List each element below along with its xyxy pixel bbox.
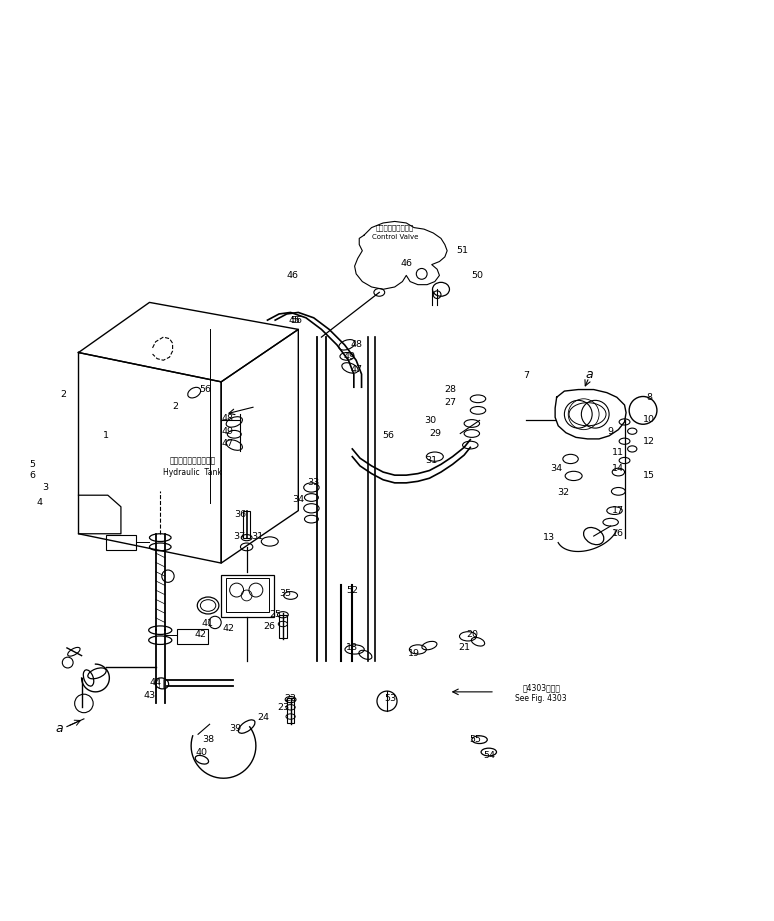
- Text: 47: 47: [221, 439, 233, 448]
- Text: 3: 3: [43, 483, 49, 492]
- Text: 1: 1: [102, 431, 108, 440]
- Text: 41: 41: [201, 620, 214, 628]
- Bar: [226, 578, 269, 612]
- Text: 4: 4: [37, 498, 43, 507]
- Text: 45: 45: [289, 316, 300, 324]
- Text: 34: 34: [550, 463, 563, 472]
- Text: 47: 47: [350, 365, 362, 374]
- Text: 44: 44: [149, 678, 162, 687]
- Text: 32: 32: [557, 488, 569, 497]
- Text: 6: 6: [29, 472, 36, 481]
- Bar: [177, 629, 208, 644]
- Text: a: a: [585, 367, 593, 380]
- Text: 14: 14: [612, 463, 625, 472]
- Bar: [279, 614, 286, 638]
- Text: 51: 51: [457, 246, 468, 255]
- Text: 48: 48: [221, 414, 233, 423]
- Bar: [286, 698, 294, 723]
- Text: ハイドロリックタンク: ハイドロリックタンク: [170, 456, 216, 465]
- Text: 7: 7: [522, 371, 529, 380]
- Text: 52: 52: [346, 586, 358, 595]
- Text: Hydraulic  Tank: Hydraulic Tank: [163, 468, 222, 476]
- Text: 20: 20: [466, 630, 478, 638]
- Text: 5: 5: [29, 460, 36, 469]
- Text: 54: 54: [483, 751, 495, 760]
- Text: 17: 17: [612, 507, 625, 515]
- Text: 46: 46: [287, 271, 299, 280]
- Text: コントロールバルブ: コントロールバルブ: [375, 225, 414, 231]
- Text: 31: 31: [426, 456, 438, 465]
- Text: 43: 43: [143, 692, 156, 700]
- Text: 56: 56: [200, 385, 212, 394]
- Text: 24: 24: [258, 713, 269, 722]
- Text: 12: 12: [643, 437, 656, 446]
- Text: 31: 31: [252, 531, 263, 541]
- Text: 19: 19: [408, 648, 420, 658]
- Text: 42: 42: [223, 624, 235, 633]
- Text: 18: 18: [346, 643, 358, 652]
- Text: 28: 28: [444, 385, 456, 394]
- Text: 50: 50: [471, 271, 483, 280]
- Text: 第4303図参照: 第4303図参照: [522, 683, 560, 693]
- Text: 25: 25: [269, 611, 281, 619]
- Text: 36: 36: [235, 510, 247, 519]
- Text: 22: 22: [285, 694, 296, 703]
- Text: 13: 13: [543, 533, 555, 542]
- Text: 29: 29: [429, 429, 441, 438]
- Text: 34: 34: [293, 495, 304, 504]
- Text: 48: 48: [350, 341, 362, 349]
- Text: 21: 21: [458, 643, 470, 652]
- Text: 38: 38: [202, 735, 214, 744]
- Text: 42: 42: [194, 630, 207, 638]
- Text: 9: 9: [608, 426, 614, 436]
- Text: 53: 53: [384, 694, 396, 703]
- Text: 15: 15: [643, 472, 656, 481]
- Text: 56: 56: [290, 316, 302, 324]
- Text: See Fig. 4303: See Fig. 4303: [515, 694, 567, 703]
- Text: 16: 16: [612, 530, 625, 538]
- Text: 30: 30: [424, 416, 437, 425]
- Text: 49: 49: [344, 352, 356, 361]
- Text: Control Valve: Control Valve: [372, 234, 418, 239]
- Text: 26: 26: [264, 622, 276, 631]
- Text: 27: 27: [444, 398, 456, 407]
- Text: 39: 39: [229, 725, 241, 733]
- Text: 35: 35: [279, 589, 291, 598]
- Text: 37: 37: [233, 531, 245, 541]
- Text: 2: 2: [172, 402, 178, 411]
- Text: 11: 11: [612, 449, 625, 458]
- Text: 55: 55: [469, 735, 481, 744]
- Text: 23: 23: [277, 703, 289, 712]
- Bar: [105, 534, 136, 550]
- Text: 56: 56: [382, 431, 395, 440]
- Text: 8: 8: [646, 392, 652, 402]
- Text: 40: 40: [196, 748, 208, 756]
- Text: 49: 49: [221, 426, 233, 436]
- Text: 2: 2: [60, 391, 66, 400]
- Bar: [221, 575, 274, 617]
- Text: 33: 33: [307, 478, 320, 486]
- Text: a: a: [56, 722, 63, 735]
- Text: 10: 10: [643, 415, 656, 425]
- Text: 46: 46: [400, 260, 413, 268]
- Bar: [243, 511, 251, 538]
